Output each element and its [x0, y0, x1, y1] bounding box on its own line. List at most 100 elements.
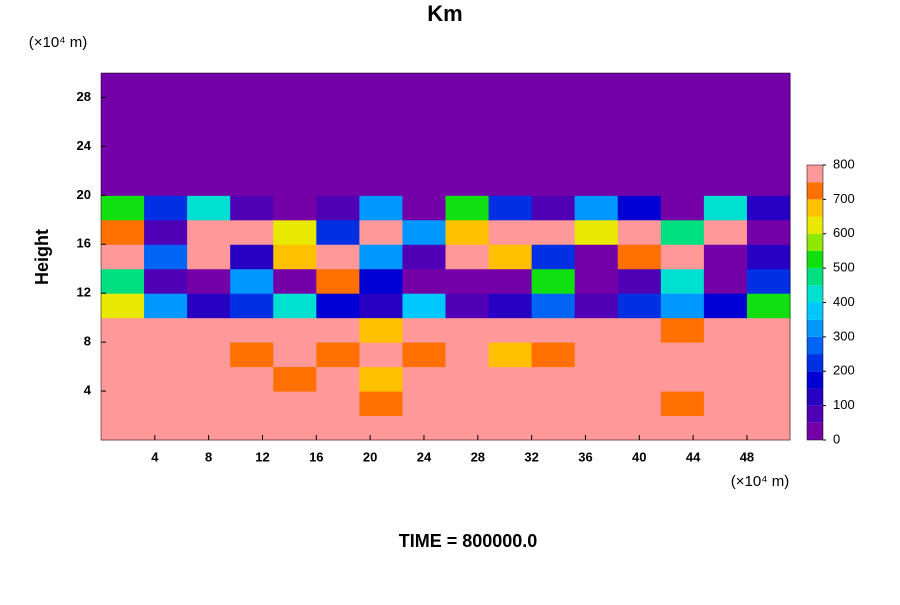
- contour-cell: [445, 97, 490, 123]
- contour-cell: [574, 293, 619, 319]
- colorbar-segment: [807, 285, 823, 303]
- colorbar-segment: [807, 319, 823, 337]
- contour-cell: [187, 342, 231, 368]
- contour-cell: [445, 391, 490, 417]
- colorbar-segment: [807, 216, 823, 234]
- contour-cell: [144, 244, 188, 270]
- contour-cell: [531, 244, 576, 270]
- contour-cell: [273, 97, 317, 123]
- contour-cell: [617, 170, 662, 196]
- y-tick-label: 8: [84, 334, 91, 349]
- contour-cell: [273, 317, 317, 343]
- contour-cell: [703, 317, 748, 343]
- contour-cell: [488, 97, 533, 123]
- contour-cell: [445, 268, 490, 294]
- contour-cell: [144, 97, 188, 123]
- contour-cell: [402, 146, 446, 172]
- contour-cell: [531, 146, 576, 172]
- contour-cell: [746, 293, 791, 319]
- x-unit: (×10⁴ m): [731, 473, 790, 490]
- contour-cell: [531, 415, 576, 441]
- contour-cell: [574, 342, 619, 368]
- contour-cell: [187, 73, 231, 98]
- contour-cell: [359, 97, 403, 123]
- contour-cell: [187, 146, 231, 172]
- colorbar-tick-label: 400: [833, 294, 855, 309]
- contour-cell: [187, 195, 231, 221]
- contour-cell: [359, 317, 403, 343]
- contour-cell: [144, 268, 188, 294]
- contour-cell: [531, 268, 576, 294]
- contour-cell: [101, 219, 145, 245]
- contour-cell: [273, 219, 317, 245]
- contour-cell: [703, 170, 748, 196]
- contour-cell: [488, 146, 533, 172]
- contour-cell: [746, 366, 791, 392]
- colorbar-segment: [807, 199, 823, 217]
- y-axis-label: Height: [32, 229, 52, 285]
- contour-cell: [273, 73, 317, 98]
- contour-cell: [445, 415, 490, 441]
- contour-cell: [617, 121, 662, 147]
- contour-cell: [144, 146, 188, 172]
- contour-cell: [101, 268, 145, 294]
- contour-cell: [660, 97, 705, 123]
- colorbar-tick-label: 700: [833, 191, 855, 206]
- contour-cell: [531, 317, 576, 343]
- contour-cell: [488, 268, 533, 294]
- contour-cell: [316, 219, 360, 245]
- contour-cell: [488, 244, 533, 270]
- contour-cell: [445, 244, 490, 270]
- contour-cell: [359, 170, 403, 196]
- contour-cell: [617, 146, 662, 172]
- contour-cell: [703, 219, 748, 245]
- y-tick-label: 24: [77, 138, 92, 153]
- contour-cell: [660, 293, 705, 319]
- contour-cell: [316, 73, 360, 98]
- contour-cell: [402, 268, 446, 294]
- contour-cell: [230, 415, 274, 441]
- chart-title: Km: [427, 1, 462, 26]
- contour-cell: [617, 317, 662, 343]
- contour-cell: [359, 219, 403, 245]
- contour-cell: [703, 195, 748, 221]
- contour-cell: [746, 121, 791, 147]
- x-tick-label: 24: [417, 449, 432, 464]
- x-tick-label: 44: [686, 449, 701, 464]
- colorbar-tick-label: 800: [833, 156, 855, 171]
- contour-cell: [574, 391, 619, 417]
- contour-cell: [101, 366, 145, 392]
- contour-cell: [187, 391, 231, 417]
- x-tick-label: 16: [309, 449, 323, 464]
- colorbar-segment: [807, 388, 823, 406]
- contour-cell: [402, 97, 446, 123]
- contour-cell: [488, 73, 533, 98]
- colorbar-segment: [807, 165, 823, 183]
- contour-cell: [230, 97, 274, 123]
- contour-cell: [101, 317, 145, 343]
- contour-cell: [488, 415, 533, 441]
- contour-cell: [402, 342, 446, 368]
- contour-cell: [144, 121, 188, 147]
- y-tick-label: 28: [77, 89, 91, 104]
- contour-cell: [746, 195, 791, 221]
- contour-cell: [359, 342, 403, 368]
- contour-cell: [617, 293, 662, 319]
- contour-cell: [273, 293, 317, 319]
- x-tick-label: 4: [151, 449, 159, 464]
- contour-cell: [445, 317, 490, 343]
- contour-cell: [660, 73, 705, 98]
- contour-cell: [445, 121, 490, 147]
- x-tick-label: 32: [524, 449, 538, 464]
- contour-cell: [660, 244, 705, 270]
- contour-cell: [101, 121, 145, 147]
- contour-cell: [101, 73, 145, 98]
- contour-cell: [746, 146, 791, 172]
- contour-cell: [746, 73, 791, 98]
- x-tick-label: 8: [205, 449, 212, 464]
- contour-cell: [187, 317, 231, 343]
- colorbar-segment: [807, 371, 823, 389]
- contour-cell: [703, 391, 748, 417]
- x-tick-label: 36: [578, 449, 592, 464]
- contour-cell: [144, 391, 188, 417]
